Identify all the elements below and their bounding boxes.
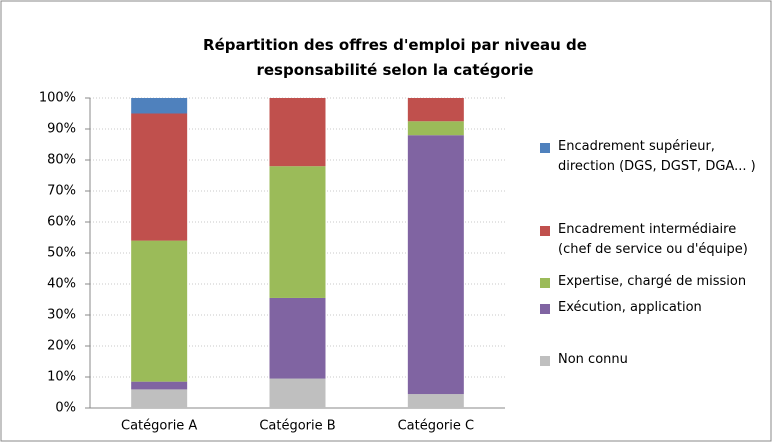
bar-segment — [131, 381, 188, 390]
chart-frame — [0, 0, 772, 442]
legend-swatch — [540, 278, 550, 288]
chart-title: Répartition des offres d'emploi par nive… — [203, 36, 587, 79]
y-tick-label: 90% — [47, 122, 76, 137]
y-tick-label: 70% — [47, 184, 76, 199]
y-tick-label: 30% — [47, 308, 76, 323]
legend-label: Encadrement supérieur, direction (DGS, D… — [558, 139, 756, 174]
legend-swatch — [540, 356, 550, 366]
bar-segment — [269, 378, 326, 408]
x-tick-label: Catégorie B — [259, 419, 335, 434]
y-tick-label: 80% — [47, 153, 76, 168]
bar-segment — [131, 240, 188, 382]
legend-label: Encadrement intermédiaire (chef de servi… — [558, 222, 748, 257]
bar-segment — [131, 98, 188, 114]
legend-label: Expertise, chargé de mission — [558, 274, 747, 289]
legend-label: Exécution, application — [558, 300, 702, 315]
legend-swatch — [540, 304, 550, 314]
legend-swatch — [540, 143, 550, 153]
bar-segment — [407, 98, 464, 122]
bar-segment — [131, 113, 188, 241]
bar-segment — [407, 121, 464, 136]
bar-segment — [269, 166, 326, 298]
x-tick-label: Catégorie A — [121, 419, 197, 434]
y-tick-label: 50% — [47, 246, 76, 261]
x-tick-label: Catégorie C — [398, 419, 475, 434]
y-tick-label: 10% — [47, 370, 76, 385]
y-tick-label: 60% — [47, 215, 76, 230]
bar-segment — [269, 98, 326, 167]
y-tick-label: 40% — [47, 277, 76, 292]
y-tick-label: 100% — [39, 91, 76, 106]
y-tick-label: 20% — [47, 339, 76, 354]
legend-swatch — [540, 226, 550, 236]
legend-label: Non connu — [558, 352, 628, 367]
bar-segment — [407, 135, 464, 395]
bar-segment — [269, 297, 326, 379]
y-tick-label: 0% — [55, 401, 76, 416]
bar-segment — [407, 394, 464, 408]
bar-segment — [131, 389, 188, 408]
